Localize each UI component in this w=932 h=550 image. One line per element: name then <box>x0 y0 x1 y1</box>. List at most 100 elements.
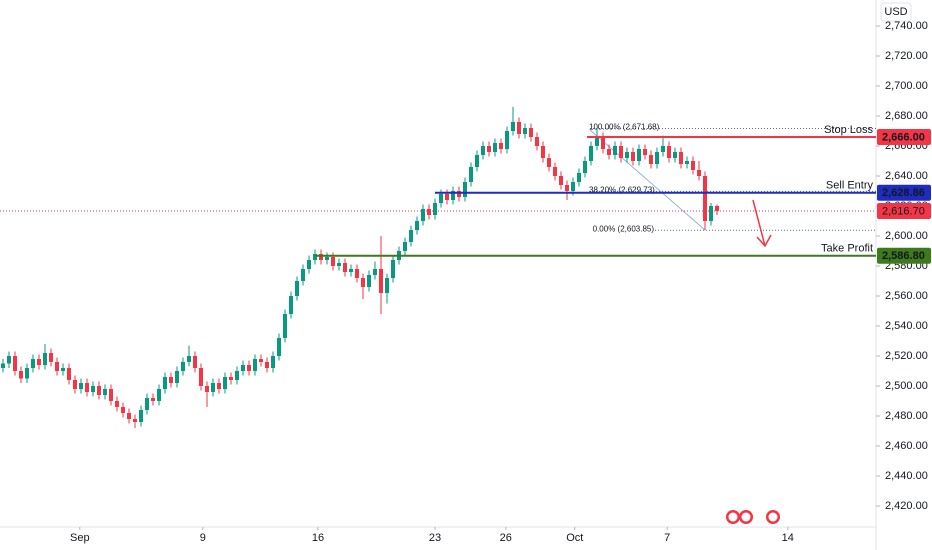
y-tick-label: 2,440.00 <box>885 470 928 482</box>
y-tick-label: 2,560.00 <box>885 290 928 302</box>
level-name: Stop Loss <box>824 124 873 136</box>
candle-body <box>529 128 533 137</box>
candle-body <box>157 389 161 401</box>
candle-body <box>175 371 179 383</box>
candle-body <box>577 173 581 182</box>
candle-body <box>595 137 599 146</box>
candle-body <box>151 398 155 401</box>
candle-body <box>73 380 77 389</box>
candle-body <box>691 161 695 170</box>
candle-body <box>247 365 251 371</box>
candle-body <box>205 386 209 392</box>
candle-body <box>343 263 347 272</box>
x-tick-label: 26 <box>500 532 512 544</box>
candle-body <box>109 389 113 401</box>
candle-body <box>385 278 389 293</box>
candle-body <box>169 377 173 383</box>
y-tick-label: 2,720.00 <box>885 50 928 62</box>
candle-body <box>307 260 311 269</box>
price-label-box <box>877 247 931 264</box>
level-name: Take Profit <box>821 243 873 255</box>
candle-body <box>517 122 521 134</box>
candle-body <box>121 407 125 413</box>
candle-body <box>259 359 263 362</box>
currency: USD <box>884 6 907 18</box>
candle-body <box>601 137 605 149</box>
fib-trend-line <box>589 129 706 231</box>
candle-body <box>409 230 413 242</box>
price-label: 2,628.86 <box>882 187 925 199</box>
candle-body <box>475 155 479 167</box>
candle-body <box>499 143 503 149</box>
candle-body <box>583 161 587 173</box>
candle-body <box>79 383 83 389</box>
x-tick-label: Oct <box>566 532 583 544</box>
event-flags[interactable] <box>726 510 780 524</box>
candle-body <box>127 413 131 419</box>
candle-body <box>295 281 299 296</box>
candle-body <box>565 185 569 191</box>
candle-body <box>301 269 305 281</box>
candle-body <box>481 146 485 155</box>
candle-body <box>367 275 371 287</box>
candle-body <box>541 146 545 158</box>
candle-body <box>451 191 455 200</box>
candle-body <box>697 170 701 176</box>
currency-box[interactable] <box>880 2 912 22</box>
fib-label: 38.20% (2,629.73) <box>589 186 655 195</box>
candle-body <box>223 377 227 389</box>
candle-body <box>133 419 137 422</box>
candle-body <box>427 209 431 215</box>
last-price-label: 2,616.70 <box>882 205 925 217</box>
y-tick-label: 2,480.00 <box>885 410 928 422</box>
candle-body <box>631 152 635 161</box>
candle-body <box>97 386 101 395</box>
candle-body <box>85 383 89 392</box>
candle-body <box>235 371 239 380</box>
candle-body <box>679 152 683 164</box>
candle-body <box>7 356 11 364</box>
y-tick-label: 2,700.00 <box>885 80 928 92</box>
fib-label: 0.00% (2,603.85) <box>593 224 655 233</box>
candle-body <box>403 242 407 251</box>
candle-body <box>547 158 551 167</box>
candle-body <box>559 176 563 185</box>
candle-body <box>331 257 335 266</box>
candle-body <box>355 269 359 278</box>
candle-body <box>535 137 539 146</box>
candle-body <box>61 368 65 371</box>
candle-body <box>325 257 329 260</box>
price-label-box <box>877 129 931 145</box>
candle-body <box>349 269 353 272</box>
candle-body <box>589 146 593 161</box>
forecast-arrow <box>752 199 772 248</box>
candle-body <box>193 356 197 368</box>
candle-body <box>265 362 269 368</box>
candle-body <box>115 401 119 407</box>
candle-body <box>55 362 59 371</box>
candle-body <box>607 149 611 155</box>
candle-body <box>619 146 623 158</box>
candle-body <box>103 389 107 395</box>
y-tick-label: 2,520.00 <box>885 350 928 362</box>
candle-body <box>187 356 191 362</box>
candle-body <box>37 359 41 365</box>
candle-body <box>13 356 17 371</box>
candle-body <box>667 146 671 158</box>
price-label: 2,666.00 <box>882 131 925 143</box>
y-tick-label: 2,680.00 <box>885 110 928 122</box>
candle-body <box>289 296 293 314</box>
candle-body <box>49 353 53 362</box>
price-label: 2,586.80 <box>882 250 925 262</box>
candle-body <box>283 314 287 338</box>
candle-body <box>67 368 71 380</box>
x-tick-label: Sep <box>70 532 90 544</box>
candle-body <box>25 368 29 379</box>
candle-body <box>439 194 443 203</box>
candle-body <box>1 363 5 368</box>
y-tick-label: 2,500.00 <box>885 380 928 392</box>
candle-body <box>217 383 221 389</box>
candle-body <box>571 182 575 191</box>
candle-body <box>211 383 215 392</box>
candle-body <box>445 194 449 200</box>
